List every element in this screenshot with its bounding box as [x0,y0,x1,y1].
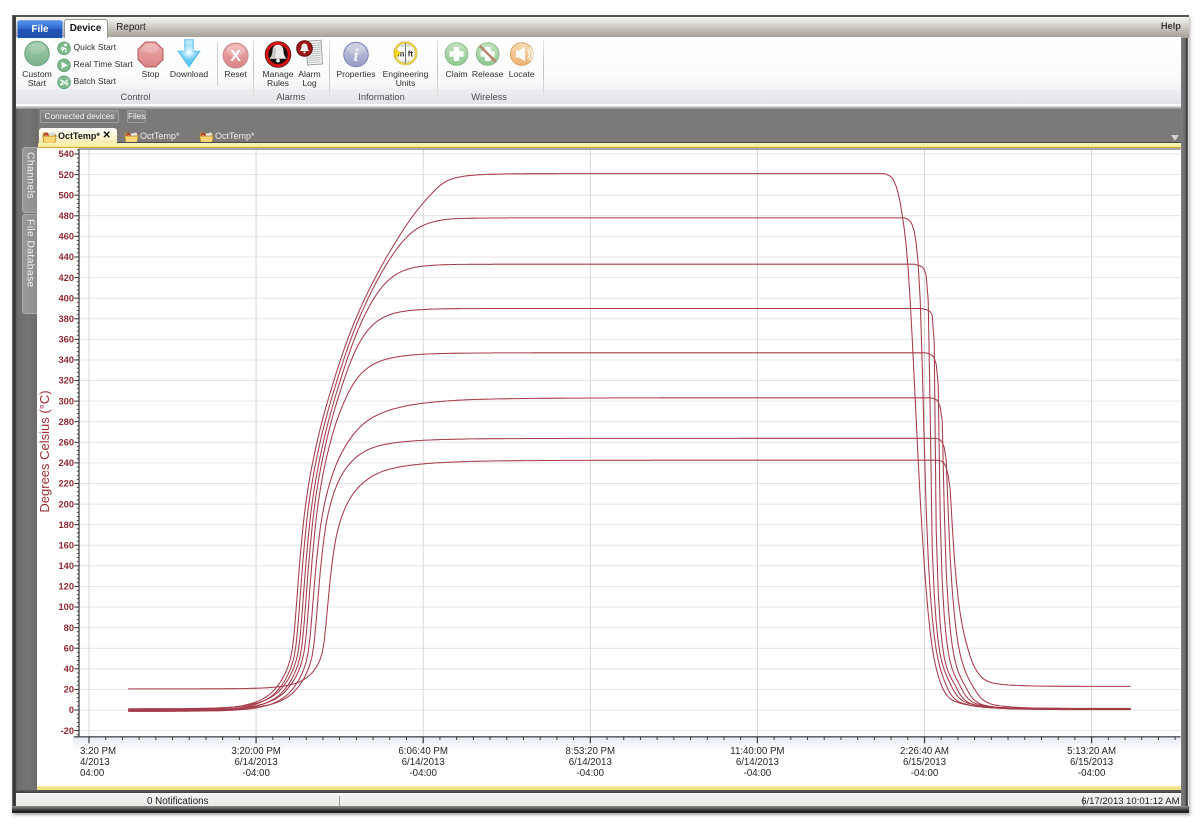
svg-text:04:00: 04:00 [80,767,105,778]
svg-text:-04:00: -04:00 [911,767,939,778]
svg-text:460: 460 [58,231,74,241]
svg-text:180: 180 [58,519,74,529]
svg-text:120: 120 [58,581,74,591]
svg-text:280: 280 [58,416,74,426]
svg-text:-04:00: -04:00 [409,767,437,778]
svg-text:520: 520 [58,169,74,179]
svg-text:260: 260 [58,437,74,447]
svg-text:400: 400 [58,293,74,303]
svg-text:6/15/2013: 6/15/2013 [1070,756,1113,767]
svg-text:6/14/2013: 6/14/2013 [402,756,445,767]
svg-text:0: 0 [69,705,74,715]
svg-text:3:20 PM: 3:20 PM [80,745,116,756]
svg-text:200: 200 [58,499,74,509]
svg-text:ft: ft [408,49,414,58]
svg-text:2:26:40 AM: 2:26:40 AM [900,745,949,756]
svg-text:40: 40 [64,664,74,674]
svg-text:300: 300 [58,396,74,406]
svg-text:6/15/2013: 6/15/2013 [903,756,946,767]
svg-text:80: 80 [64,622,74,632]
svg-text:420: 420 [58,272,74,282]
svg-text:4/2013: 4/2013 [80,756,110,767]
svg-text:6/14/2013: 6/14/2013 [235,756,278,767]
svg-text:°C °F: °C °F [401,59,409,63]
svg-text:240: 240 [58,458,74,468]
svg-text:-20: -20 [61,725,74,735]
svg-text:-04:00: -04:00 [744,767,772,778]
svg-text:8:53:20 PM: 8:53:20 PM [566,745,616,756]
svg-text:X: X [230,48,241,65]
svg-text:-04:00: -04:00 [242,767,270,778]
svg-text:-04:00: -04:00 [1078,767,1106,778]
svg-text:340: 340 [58,355,74,365]
svg-text:6/14/2013: 6/14/2013 [736,756,779,767]
svg-text:3:20:00 PM: 3:20:00 PM [231,745,281,756]
svg-text:540: 540 [58,149,74,159]
svg-text:440: 440 [58,252,74,262]
svg-text:380: 380 [58,313,74,323]
svg-text:480: 480 [58,210,74,220]
svg-text:6/14/2013: 6/14/2013 [569,756,612,767]
svg-text:360: 360 [58,334,74,344]
svg-text:i: i [353,45,358,65]
svg-text:220: 220 [58,478,74,488]
svg-text:11:40:00 PM: 11:40:00 PM [730,745,784,756]
svg-text:Degrees Celsius (°C): Degrees Celsius (°C) [37,390,52,512]
svg-text:5:13:20 AM: 5:13:20 AM [1067,745,1116,756]
svg-text:140: 140 [58,561,74,571]
svg-text:60: 60 [64,643,74,653]
svg-text:20: 20 [64,684,74,694]
svg-text:100: 100 [58,602,74,612]
svg-text:320: 320 [58,375,74,385]
svg-text:160: 160 [58,540,74,550]
svg-text:6:06:40 PM: 6:06:40 PM [398,745,448,756]
svg-text:-04:00: -04:00 [577,767,605,778]
svg-text:500: 500 [58,190,74,200]
